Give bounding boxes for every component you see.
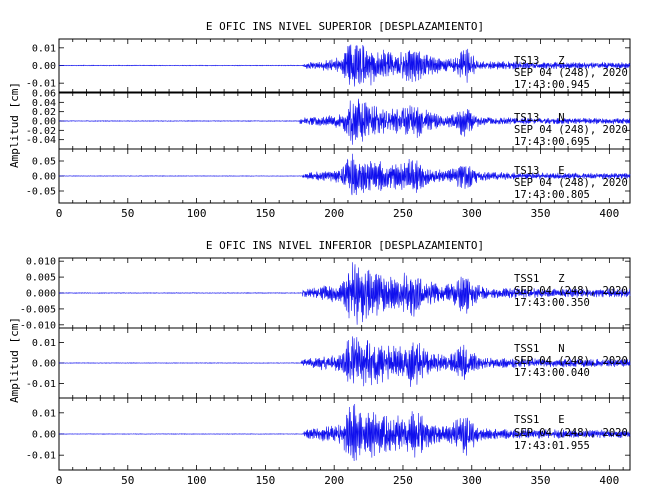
trace-label-sup-z-time: 17:43:00.945 xyxy=(514,79,590,91)
waveform-trace xyxy=(58,336,631,387)
x-tick-label: 350 xyxy=(531,474,551,487)
x-axis-inferior: 0 50 100 150 200 250 300 350 400 xyxy=(56,474,620,487)
waveform-trace xyxy=(58,153,631,196)
y-tick-label: -0.01 xyxy=(26,379,56,390)
y-tick-label: 0.04 xyxy=(32,98,56,109)
trace-label-inf-n-station: TSS1 N xyxy=(514,343,565,355)
x-tick-label: 150 xyxy=(255,474,275,487)
y-tick-label: -0.010 xyxy=(20,320,56,331)
trace-label-inf-n-time: 17:43:00.040 xyxy=(514,367,590,379)
x-tick-label: 250 xyxy=(393,207,413,220)
trace-label-inf-z-station: TSS1 Z xyxy=(514,273,565,285)
trace-label-sup-n-station: TS13 N xyxy=(514,112,565,124)
trace-label-sup-z-station: TS13 Z xyxy=(514,55,565,67)
y-tick-label: 0.00 xyxy=(32,430,56,441)
y-tick-label: 0.01 xyxy=(32,408,56,419)
panel-sup-z: 0.01 0.00 -0.01 xyxy=(26,38,631,93)
y-tick-label: 0.05 xyxy=(32,157,56,168)
y-tick-label: 0.000 xyxy=(26,289,56,300)
y-tick-label: 0.00 xyxy=(32,117,56,128)
x-tick-label: 0 xyxy=(56,474,63,487)
chart-title-inferior: E OFIC INS NIVEL INFERIOR [DESPLAZAMIENT… xyxy=(206,239,484,252)
waveform-trace xyxy=(58,98,631,145)
x-tick-label: 400 xyxy=(599,207,619,220)
trace-label-sup-n-time: 17:43:00.695 xyxy=(514,136,590,148)
y-tick-label: 0.010 xyxy=(26,257,56,268)
trace-label-inf-e-time: 17:43:01.955 xyxy=(514,440,590,452)
trace-label-sup-n-date: SEP 04 (248), 2020 xyxy=(514,124,628,136)
y-tick-label: 0.00 xyxy=(32,359,56,370)
y-tick-label: 0.00 xyxy=(32,172,56,183)
x-tick-label: 50 xyxy=(121,474,134,487)
y-tick-label: -0.05 xyxy=(26,187,56,198)
x-tick-label: 250 xyxy=(393,474,413,487)
x-tick-label: 400 xyxy=(599,474,619,487)
waveform-trace xyxy=(58,44,631,87)
trace-label-inf-e-date: SEP 04 (248), 2020 xyxy=(514,427,628,439)
panel-inf-e: 0.01 0.00 -0.01 xyxy=(26,397,631,471)
trace-label-inf-z-time: 17:43:00.350 xyxy=(514,297,590,309)
panel-sup-n: 0.060.040.020.00-0.02-0.04 xyxy=(26,89,631,150)
x-tick-label: 50 xyxy=(121,207,134,220)
x-tick-label: 200 xyxy=(324,474,344,487)
x-tick-label: 350 xyxy=(531,207,551,220)
trace-label-sup-e-date: SEP 04 (248), 2020 xyxy=(514,177,628,189)
chart-title-superior: E OFIC INS NIVEL SUPERIOR [DESPLAZAMIENT… xyxy=(206,20,484,33)
waveform-trace xyxy=(58,262,631,325)
y-axis-label-superior: Amplitud [cm] xyxy=(8,82,21,168)
y-tick-label: 0.005 xyxy=(26,273,56,284)
x-tick-label: 300 xyxy=(462,207,482,220)
y-tick-label: -0.02 xyxy=(26,126,56,137)
panel-inf-z: 0.010 0.005 0.000 -0.005 -0.010 xyxy=(20,257,631,331)
y-tick-label: 0.06 xyxy=(32,89,56,100)
trace-label-inf-z-date: SEP 04 (248), 2020 xyxy=(514,285,628,297)
x-tick-label: 100 xyxy=(187,474,207,487)
trace-label-inf-e-station: TSS1 E xyxy=(514,414,565,426)
y-tick-label: -0.01 xyxy=(26,451,56,462)
panel-inf-n: 0.01 0.00 -0.01 xyxy=(26,327,631,399)
x-tick-label: 300 xyxy=(462,474,482,487)
x-tick-label: 150 xyxy=(255,207,275,220)
trace-label-sup-z-date: SEP 04 (248), 2020 xyxy=(514,67,628,79)
y-tick-label: -0.04 xyxy=(26,135,56,146)
chart-nivel-inferior: E OFIC INS NIVEL INFERIOR [DESPLAZAMIENT… xyxy=(8,239,631,487)
waveform-trace xyxy=(58,404,631,462)
trace-label-inf-n-date: SEP 04 (248), 2020 xyxy=(514,355,628,367)
y-tick-label: 0.02 xyxy=(32,107,56,118)
y-axis-label-inferior: Amplitud [cm] xyxy=(8,317,21,403)
trace-label-sup-e-time: 17:43:00.805 xyxy=(514,189,590,201)
trace-label-sup-e-station: TS13 E xyxy=(514,165,565,177)
y-tick-label: -0.01 xyxy=(26,79,56,90)
y-tick-label: 0.01 xyxy=(32,43,56,54)
y-tick-label: 0.01 xyxy=(32,338,56,349)
x-tick-label: 200 xyxy=(324,207,344,220)
y-tick-label: 0.00 xyxy=(32,61,56,72)
x-axis-superior: 0 50 100 150 200 250 300 350 400 xyxy=(56,207,620,220)
y-tick-label: -0.005 xyxy=(20,304,56,315)
chart-nivel-superior: E OFIC INS NIVEL SUPERIOR [DESPLAZAMIENT… xyxy=(8,20,631,220)
x-tick-label: 100 xyxy=(187,207,207,220)
panel-sup-e: 0.05 0.00 -0.05 xyxy=(26,148,631,204)
x-tick-label: 0 xyxy=(56,207,63,220)
